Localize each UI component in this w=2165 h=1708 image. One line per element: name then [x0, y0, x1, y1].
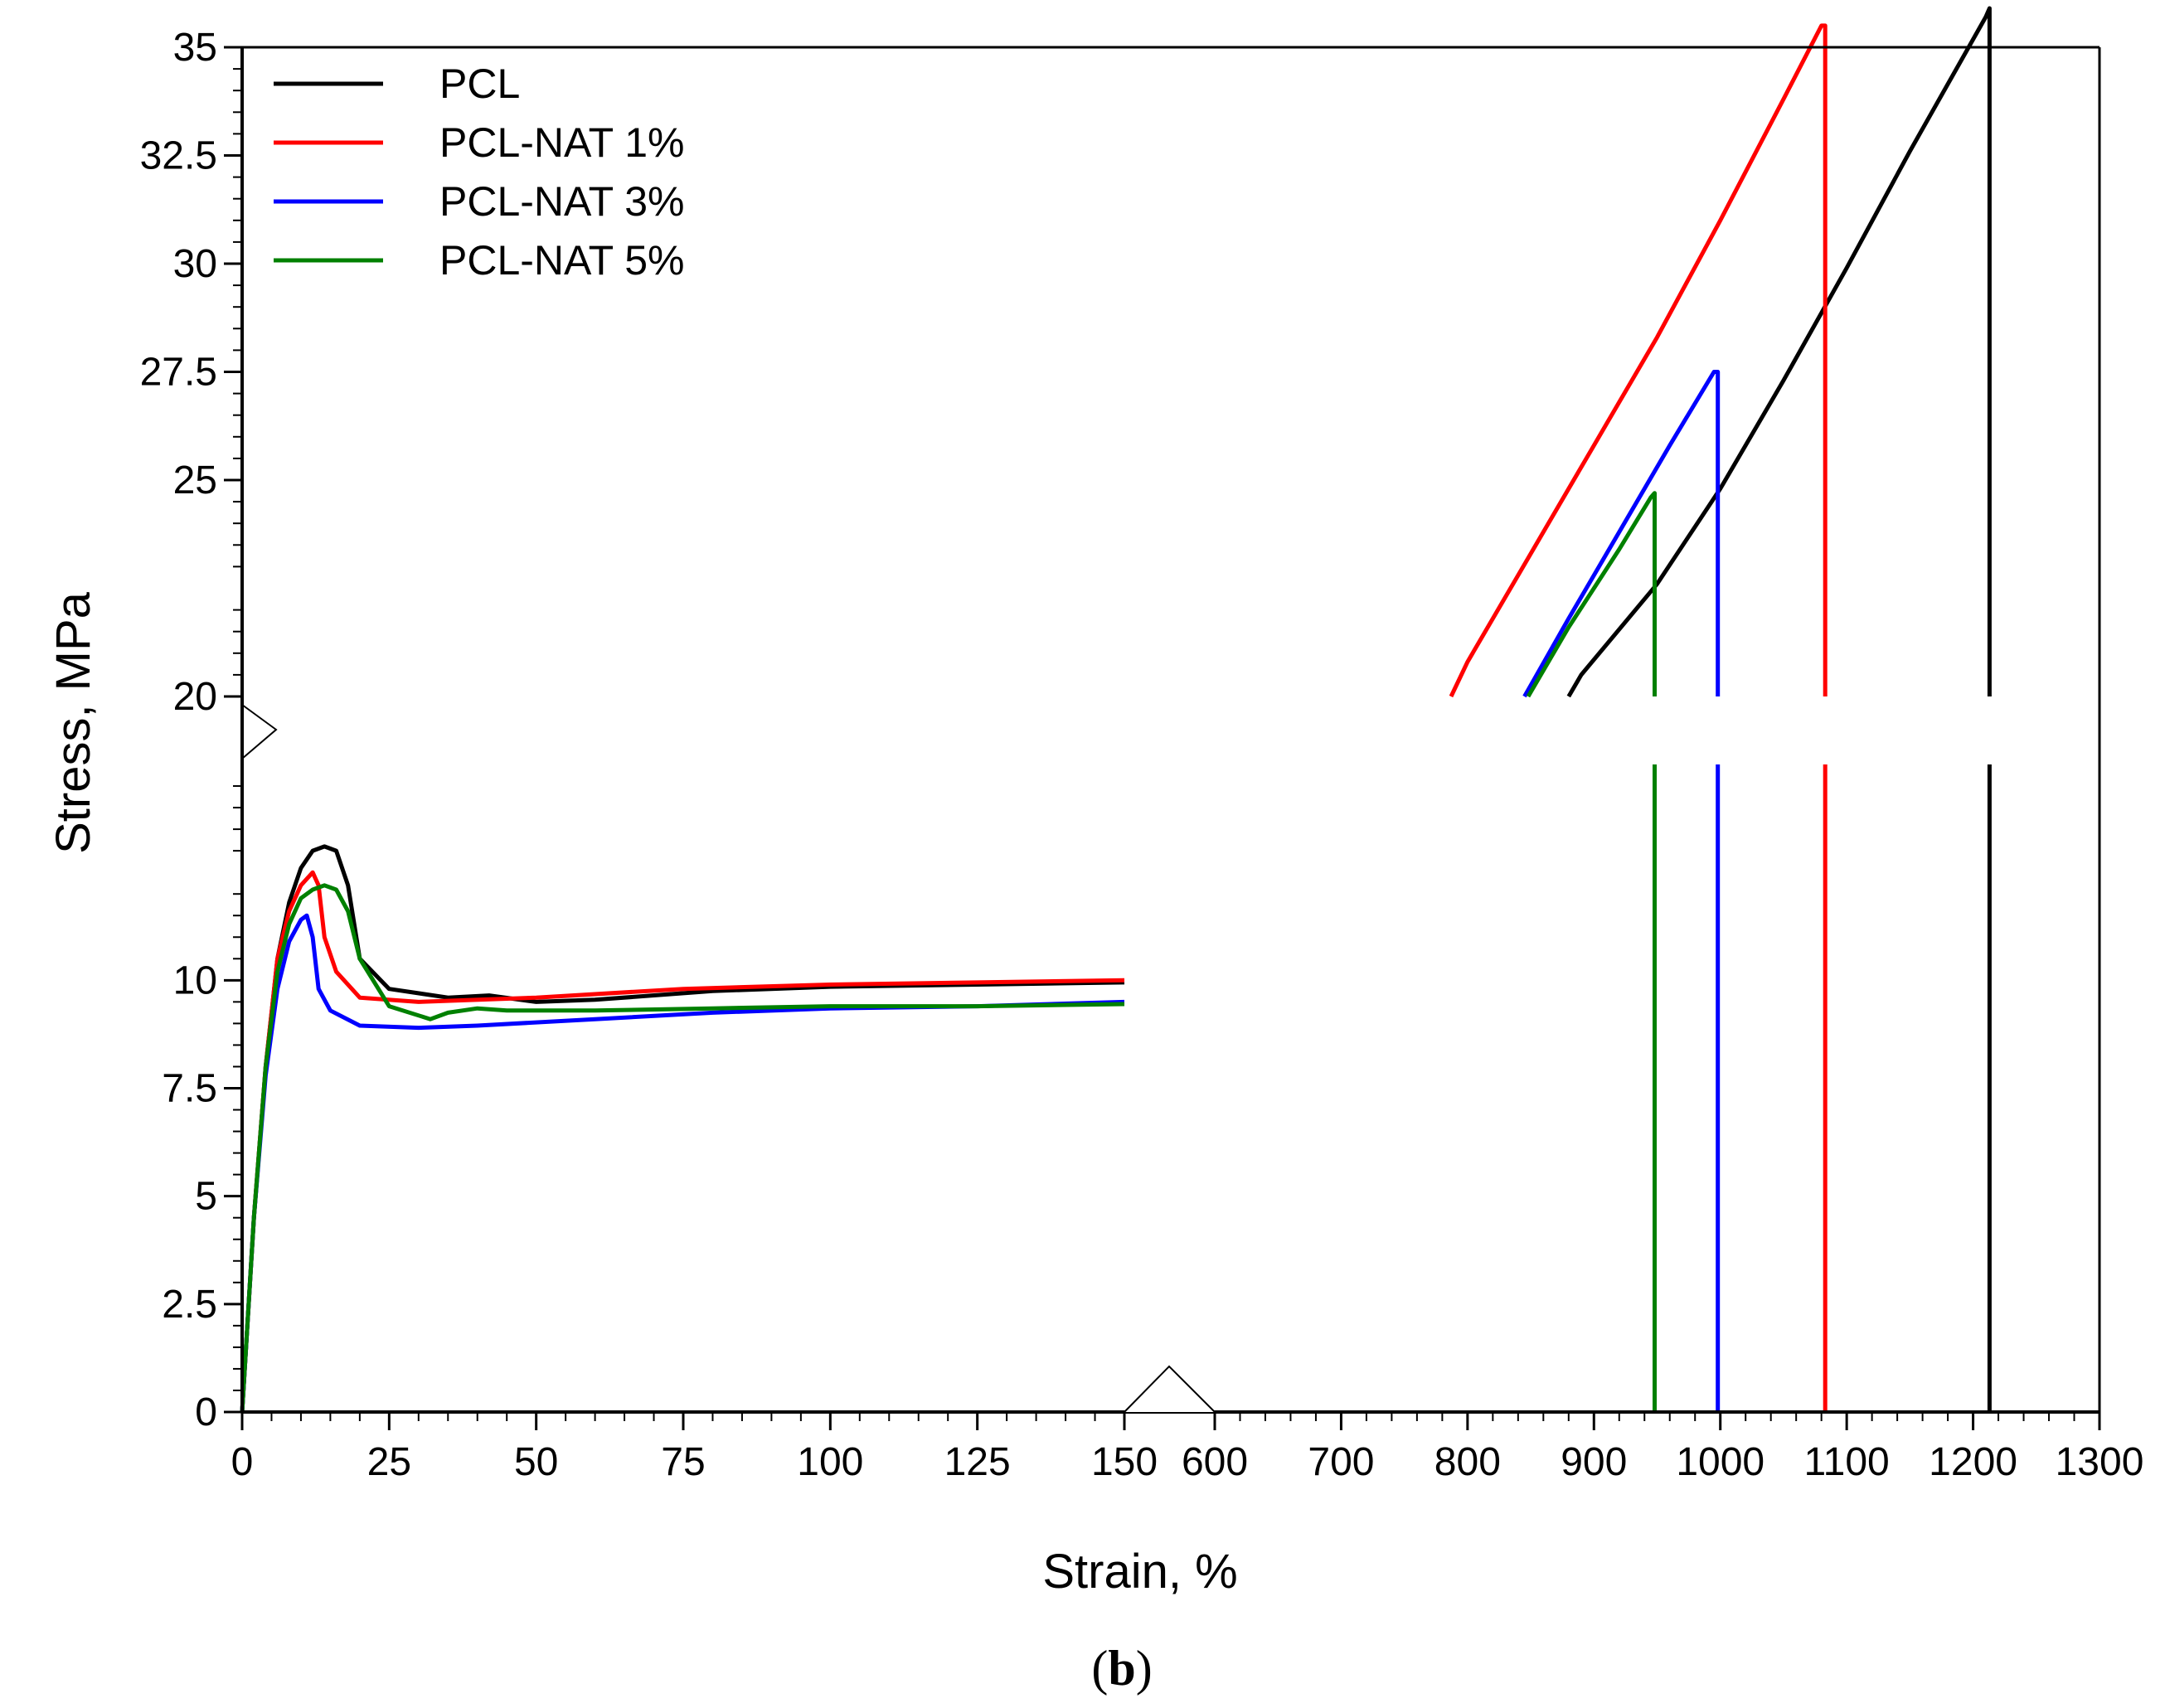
panel-label: (b) — [1091, 1641, 1152, 1696]
x-tick-label: 25 — [367, 1440, 411, 1484]
x-tick-label: 1100 — [1804, 1440, 1890, 1484]
y-tick-label: 7.5 — [162, 1067, 217, 1111]
y-axis-break-marker — [241, 704, 278, 759]
x-tick-label: 150 — [1091, 1440, 1158, 1484]
series-layer — [240, 6, 1992, 1413]
legend-label-pcl-nat-5-: PCL-NAT 5% — [439, 237, 684, 284]
panel-label-open: ( — [1091, 1641, 1108, 1696]
x-tick-label: 1300 — [2056, 1440, 2144, 1484]
legend-label-pcl: PCL — [439, 61, 520, 107]
x-tick-label: 700 — [1308, 1440, 1374, 1484]
x-tick-label: 75 — [661, 1440, 705, 1484]
series-line-pcl-seg1 — [1566, 6, 1992, 698]
x-axis-break-marker — [1124, 1365, 1216, 1413]
y-tick-label: 32.5 — [140, 134, 217, 178]
y-tick-label: 20 — [173, 675, 217, 719]
y-tick-label: 25 — [173, 459, 217, 502]
x-tick-label: 1000 — [1676, 1440, 1765, 1484]
legend-label-pcl-nat-1-: PCL-NAT 1% — [439, 119, 684, 166]
y-tick-label: 30 — [173, 242, 217, 286]
x-tick-label: 600 — [1182, 1440, 1248, 1484]
legend-label-pcl-nat-3-: PCL-NAT 3% — [439, 178, 684, 225]
series-line-pcl-nat-5--seg1 — [1526, 491, 1657, 698]
x-tick-label: 1200 — [1929, 1440, 2017, 1484]
panel-label-close: ) — [1136, 1641, 1153, 1696]
x-tick-label: 50 — [514, 1440, 558, 1484]
y-tick-label: 0 — [195, 1390, 217, 1434]
y-axis-title: Stress, MPa — [46, 591, 100, 854]
series-line-pcl-nat-5--seg0 — [240, 883, 1125, 1413]
panel-label-letter: b — [1108, 1641, 1135, 1696]
x-tick-label: 0 — [231, 1440, 254, 1484]
x-tick-label: 100 — [797, 1440, 863, 1484]
series-line-pcl-nat-1--seg1 — [1449, 23, 1828, 698]
legend: PCL PCL-NAT 1% PCL-NAT 3% PCL-NAT 5% — [274, 61, 684, 284]
series-line-pcl-nat-3--seg1 — [1522, 370, 1721, 698]
y-tick-label: 2.5 — [162, 1283, 217, 1327]
y-tick-label: 27.5 — [140, 351, 217, 395]
y-tick-label: 35 — [173, 26, 217, 70]
axes-layer: 0 2.5 5 7.5 10 20 25 27.5 30 32.5 35 0 25 50 75 100 125 1… — [140, 26, 2144, 1484]
x-tick-label: 900 — [1561, 1440, 1627, 1484]
y-tick-label: 5 — [195, 1175, 217, 1219]
x-axis-title: Strain, % — [1042, 1545, 1237, 1599]
x-tick-label: 125 — [944, 1440, 1011, 1484]
y-tick-label: 10 — [173, 958, 217, 1002]
x-tick-label: 800 — [1434, 1440, 1501, 1484]
